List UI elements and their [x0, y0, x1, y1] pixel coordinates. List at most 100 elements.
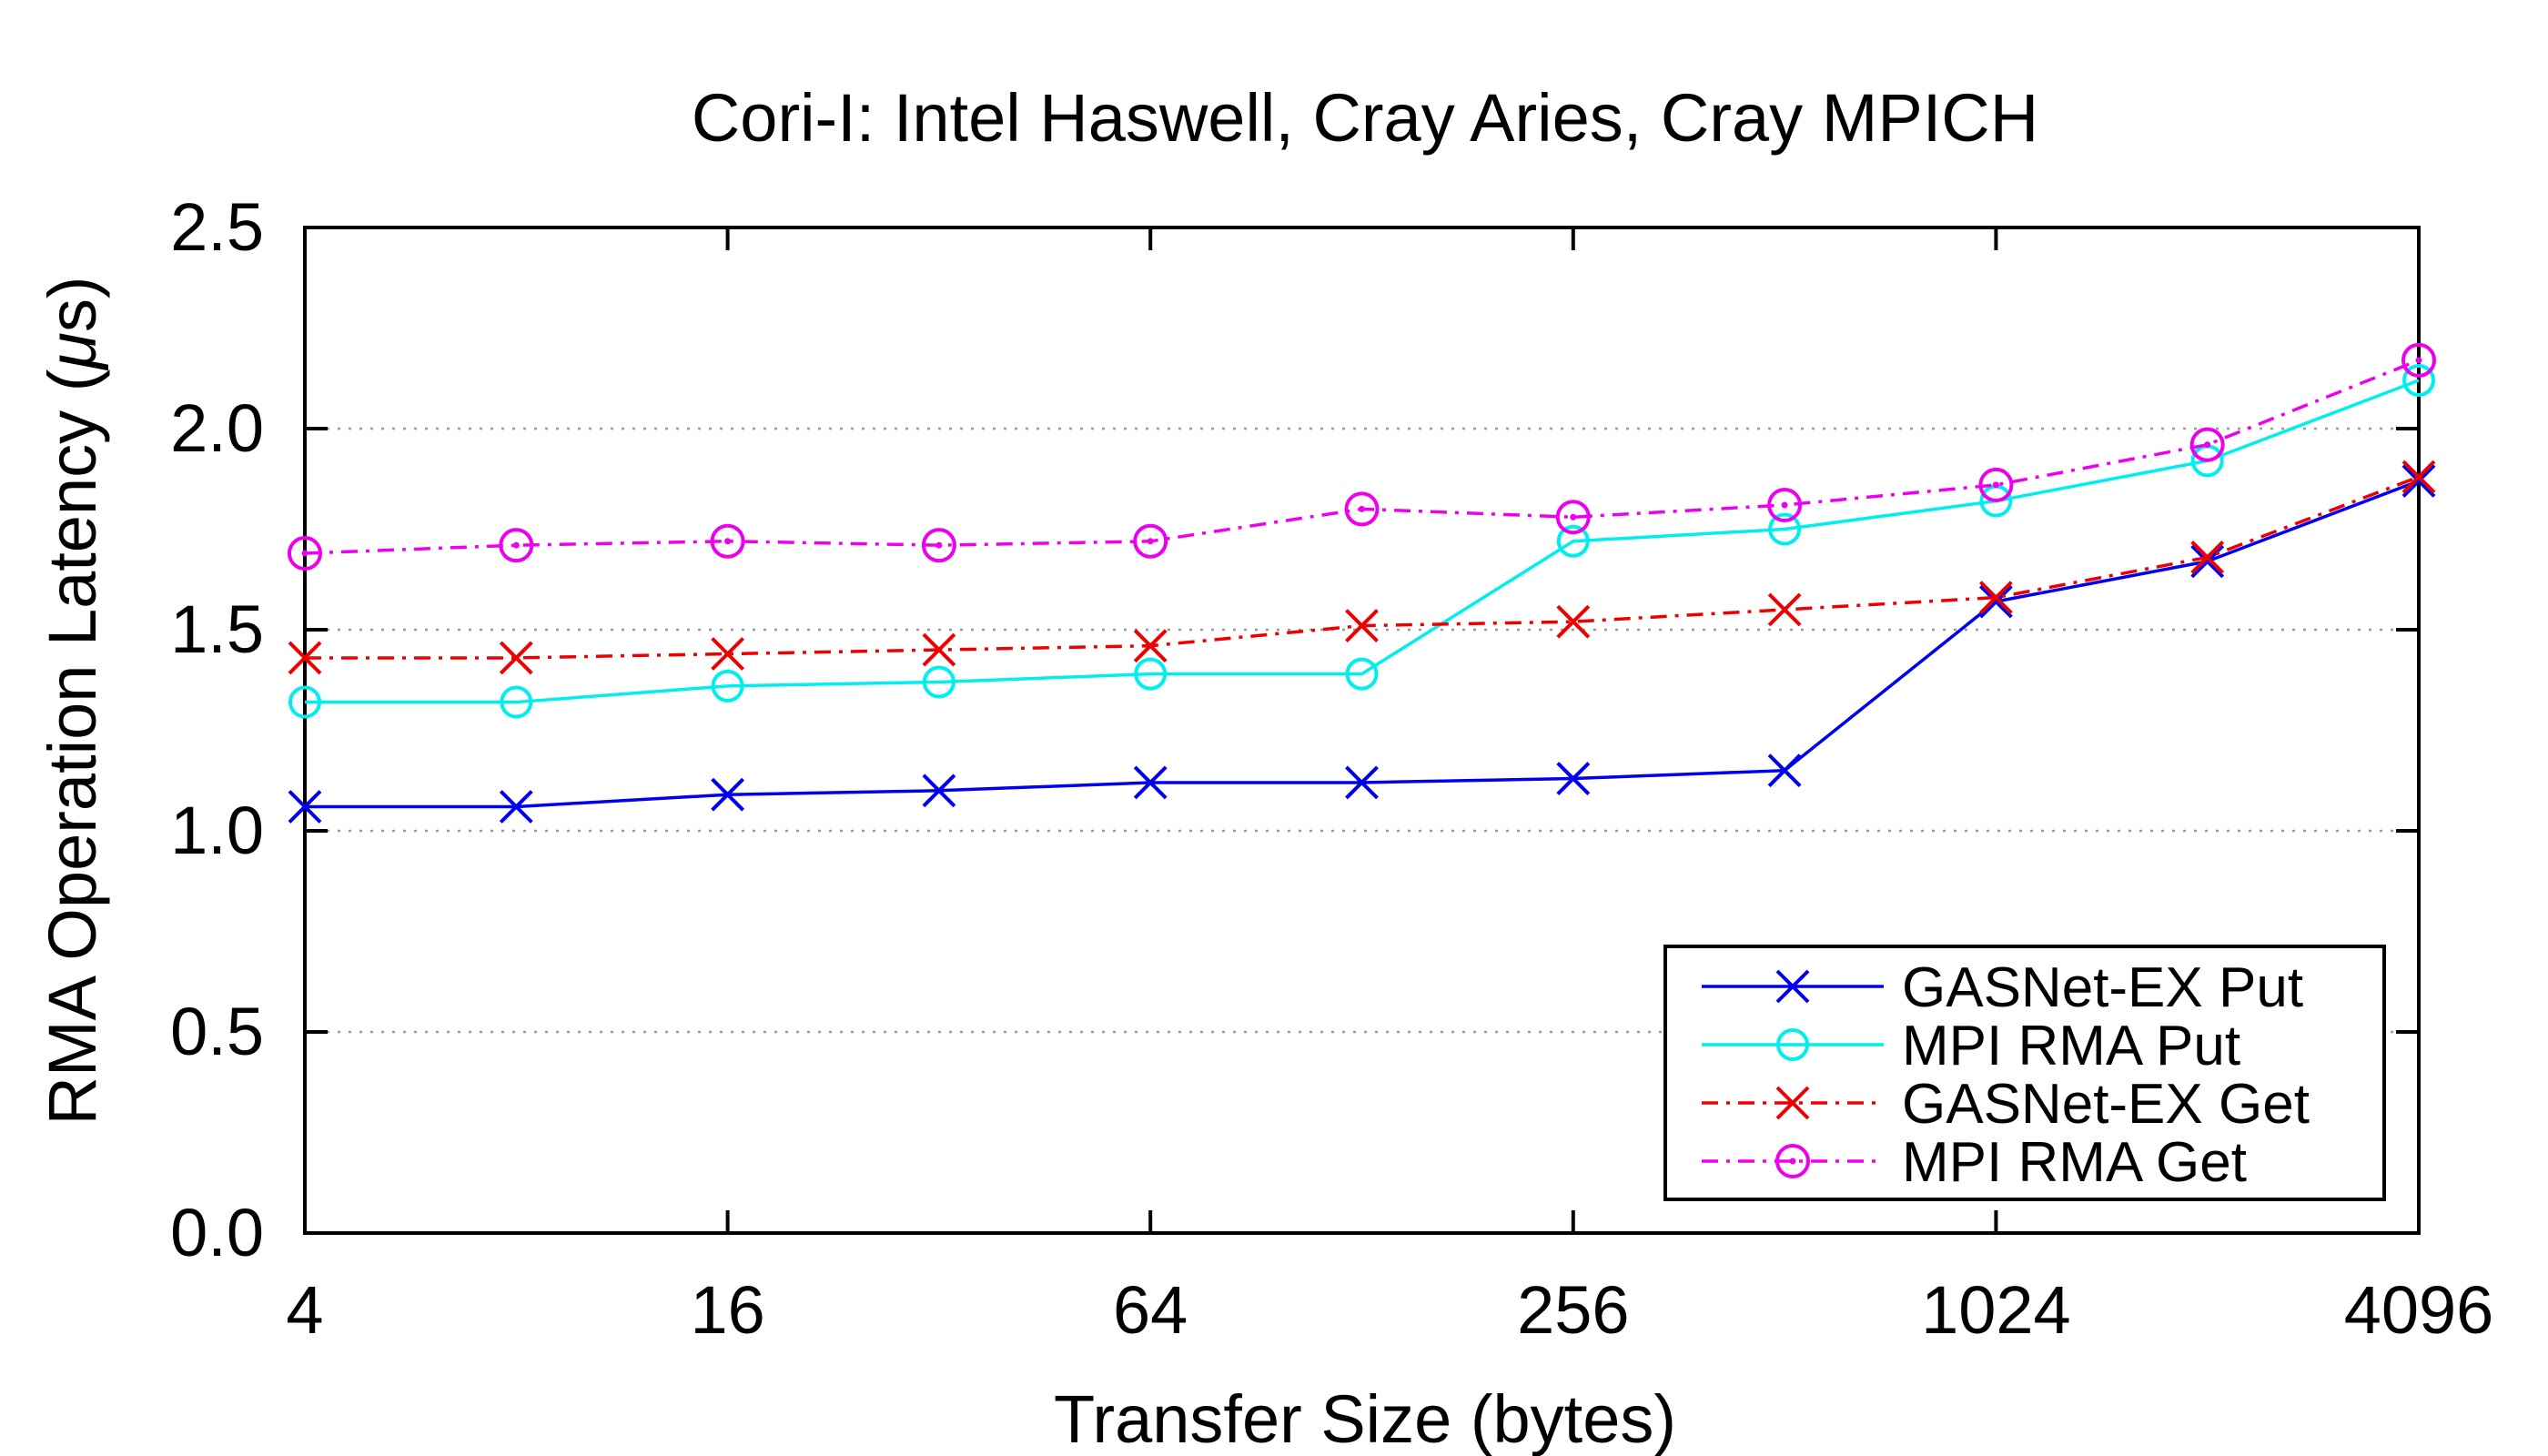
marker-dot [724, 538, 732, 545]
marker-dot [1359, 505, 1365, 512]
legend-entry: MPI RMA Get [1702, 1131, 2247, 1194]
x-tick-label: 256 [1517, 1272, 1629, 1348]
data-point [499, 528, 534, 563]
data-point [1978, 584, 2013, 619]
marker-ring [2401, 342, 2436, 378]
data-point [1345, 657, 1379, 691]
data-point [1345, 609, 1379, 642]
data-point [922, 632, 956, 667]
legend-label: MPI RMA Put [1902, 1015, 2240, 1077]
data-point [1133, 523, 1168, 559]
marker-dot [935, 541, 943, 549]
x-axis-title: Transfer Size (bytes) [1054, 1381, 1676, 1456]
legend-marker [1775, 1086, 1810, 1120]
data-point [2190, 544, 2225, 579]
data-point [921, 528, 956, 563]
marker-ring [921, 528, 956, 563]
data-point [2190, 541, 2225, 574]
marker-dot [1781, 501, 1788, 509]
marker-ring [1767, 487, 1803, 522]
data-point [711, 777, 745, 812]
y-axis-title-mu: μ [35, 332, 110, 371]
marker-ring [710, 523, 745, 559]
data-point [2401, 464, 2436, 498]
data-point [499, 790, 533, 824]
plot-area-frame [303, 226, 2421, 1235]
y-axis-title-prefix: RMA Operation Latency ( [35, 369, 110, 1125]
chart-title: Cori-I: Intel Haswell, Cray Aries, Cray … [692, 80, 2038, 156]
series-line [305, 379, 2420, 704]
legend-marker [1776, 1028, 1809, 1061]
y-tick-label: 0.5 [170, 994, 264, 1069]
data-point [1134, 657, 1168, 691]
data-point [1767, 487, 1803, 522]
legend-marker [1775, 1144, 1810, 1178]
marker-ring [1133, 523, 1168, 559]
marker-dot [1570, 513, 1577, 521]
data-point [1133, 765, 1168, 800]
legend-entry: MPI RMA Put [1702, 1015, 2240, 1077]
legend-label: MPI RMA Get [1902, 1131, 2247, 1194]
data-point [2401, 342, 2436, 378]
series-gasnet-ex-get [288, 460, 2436, 675]
y-tick-label: 2.5 [170, 189, 264, 265]
legend-entry: GASNet-EX Put [1702, 956, 2303, 1019]
axes: 0.0 0.5 1.0 1.5 2.0 2.5 4 16 64 256 1024 4096 [170, 189, 2493, 1348]
marker-dot [1147, 538, 1154, 545]
data-point [711, 637, 745, 671]
legend-marker [1775, 969, 1810, 1004]
y-tick-label: 1.0 [170, 793, 264, 868]
y-axis-title-suffix: s) [35, 276, 110, 332]
x-tick-label: 16 [690, 1272, 764, 1348]
data-point [288, 536, 322, 571]
data-point [1767, 753, 1802, 788]
x-tick-label: 1024 [1921, 1272, 2071, 1348]
marker-dot [2204, 441, 2211, 449]
marker-ring [1344, 491, 1380, 527]
marker-dot [2415, 357, 2422, 364]
data-point [499, 641, 533, 675]
data-point [288, 790, 322, 824]
marker-ring [1978, 467, 2014, 502]
data-point [2402, 363, 2435, 397]
legend-label: GASNet-EX Get [1902, 1073, 2310, 1136]
data-point [711, 669, 744, 703]
marker-ring [1555, 500, 1591, 535]
marker-ring [2189, 427, 2225, 462]
marker-ring [1775, 1144, 1810, 1178]
marker-dot [301, 550, 308, 557]
series-gasnet-ex-put [288, 464, 2436, 824]
data-point [922, 774, 956, 808]
data-point [500, 685, 533, 719]
data-point [710, 523, 745, 559]
data-point [1556, 524, 1590, 558]
data-point [1978, 467, 2014, 502]
x-tick-label: 4096 [2344, 1272, 2494, 1348]
legend-entry: GASNet-EX Get [1702, 1073, 2310, 1136]
x-tick-label: 64 [1113, 1272, 1188, 1348]
data-point [1133, 629, 1168, 663]
y-axis-title: RMA Operation Latency (μs) [35, 276, 110, 1125]
y-tick-label: 2.0 [170, 390, 264, 466]
marker-dot [1789, 1158, 1796, 1165]
series-lines [288, 342, 2436, 824]
data-point [1345, 765, 1379, 800]
y-tick-label: 1.5 [170, 592, 264, 667]
data-point [1768, 512, 1802, 546]
data-point [1978, 581, 2013, 615]
data-point [288, 641, 322, 675]
data-point [1555, 500, 1591, 535]
data-point [1344, 491, 1380, 527]
data-point [288, 685, 321, 719]
x-tick-label: 4 [286, 1272, 323, 1348]
data-point [2189, 427, 2225, 462]
data-point [2401, 460, 2436, 494]
data-point [1556, 762, 1591, 795]
data-point [922, 665, 956, 699]
legend-box [1663, 945, 2386, 1201]
marker-dot [1992, 481, 1999, 489]
series-mpi-rma-get [288, 342, 2436, 571]
